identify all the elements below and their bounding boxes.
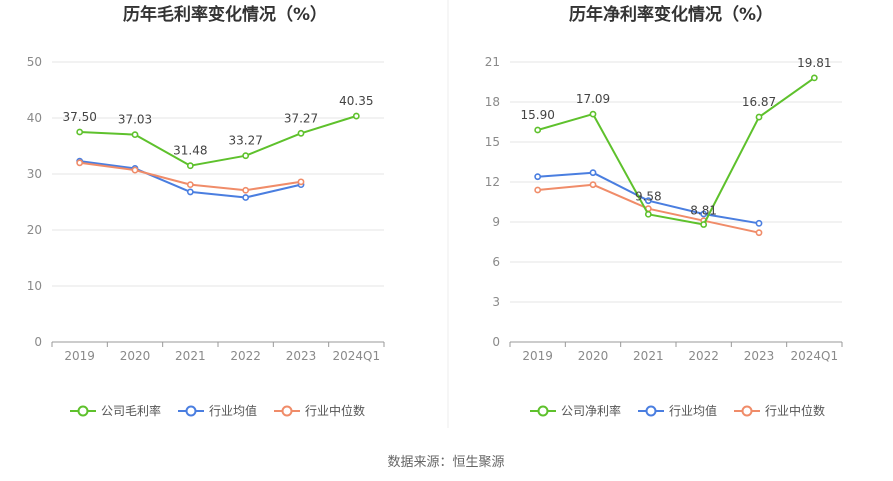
data-point (76, 159, 84, 167)
x-tick-label: 2020 (120, 349, 151, 363)
x-tick-label: 2023 (286, 349, 317, 363)
x-tick-label: 2021 (633, 349, 664, 363)
x-tick-label: 2024Q1 (791, 349, 839, 363)
data-point (644, 197, 652, 205)
legend-marker (537, 405, 549, 417)
x-tick-label: 2019 (522, 349, 553, 363)
legend-marker (741, 405, 753, 417)
y-tick-label: 0 (492, 335, 500, 349)
x-tick-label: 2022 (688, 349, 719, 363)
data-label: 17.09 (576, 92, 610, 106)
data-point (352, 112, 360, 120)
y-tick-label: 40 (27, 111, 42, 125)
y-tick-label: 9 (492, 215, 500, 229)
chart-1: 历年毛利率变化情况（%） 0 10 20 30 40 50 2019 2020 2021 2022 2… (27, 4, 385, 418)
y-tick-label: 6 (492, 255, 500, 269)
data-point (242, 152, 250, 160)
x-tick-label: 2021 (175, 349, 206, 363)
data-label: 15.90 (520, 108, 554, 122)
data-point (242, 186, 250, 194)
legend-item-1: 公司毛利率 (70, 403, 161, 418)
y-tick-label: 21 (485, 55, 500, 69)
chart-title: 历年毛利率变化情况（%） (123, 4, 327, 25)
legend-marker (185, 405, 197, 417)
data-label: 33.27 (228, 134, 262, 148)
y-tick-label: 3 (492, 295, 500, 309)
legend-item-2: 行业均值 (178, 403, 257, 418)
data-point (534, 173, 542, 181)
data-point (297, 178, 305, 186)
legend-label: 公司净利率 (561, 403, 621, 418)
data-label: 31.48 (173, 144, 207, 158)
legend-marker (77, 405, 89, 417)
data-point (131, 131, 139, 139)
legend-label: 行业均值 (669, 403, 717, 418)
data-point (534, 186, 542, 194)
legend-item-2: 行业均值 (638, 403, 717, 418)
y-tick-label: 10 (27, 279, 42, 293)
legend-label: 行业中位数 (305, 403, 365, 418)
data-point (700, 221, 708, 228)
data-point (700, 210, 708, 218)
x-tick-label: 2023 (744, 349, 775, 363)
chart-title: 历年净利率变化情况（%） (569, 4, 773, 25)
data-label: 19.81 (797, 56, 831, 70)
legend-marker (645, 405, 657, 417)
data-point (186, 162, 194, 170)
data-point (297, 129, 305, 137)
data-point (589, 181, 597, 189)
y-tick-label: 30 (27, 167, 42, 181)
data-point (131, 166, 139, 174)
series-line-1 (537, 77, 815, 226)
legend-item-1: 公司净利率 (530, 403, 621, 418)
legend-item-3: 行业中位数 (734, 403, 825, 418)
legend-label: 公司毛利率 (101, 403, 161, 418)
data-point (534, 126, 542, 134)
data-point (242, 194, 250, 201)
data-point (755, 229, 763, 237)
legend-item-3: 行业中位数 (274, 403, 365, 418)
data-label: 37.50 (62, 110, 96, 124)
x-tick-label: 2020 (578, 349, 609, 363)
source-note: 数据来源：恒生聚源 (387, 455, 504, 470)
y-tick-label: 18 (485, 95, 500, 109)
y-tick-label: 50 (27, 55, 42, 69)
y-tick-label: 0 (34, 335, 42, 349)
data-label: 8.81 (690, 204, 717, 218)
y-tick-label: 12 (485, 175, 500, 189)
data-label: 37.03 (118, 113, 152, 127)
data-point (810, 74, 818, 82)
series-line-1 (79, 115, 357, 167)
data-point (186, 188, 194, 196)
y-tick-label: 15 (485, 135, 500, 149)
data-point (755, 219, 763, 227)
chart-2: 历年净利率变化情况（%） 0 3 6 9 12 15 18 21 2019 2020 2021 2022… (485, 4, 843, 418)
data-point (589, 169, 597, 177)
data-label: 9.58 (635, 189, 662, 203)
data-point (589, 110, 597, 118)
data-point (644, 210, 652, 218)
data-label: 16.87 (742, 95, 776, 109)
legend-marker (281, 405, 293, 417)
data-point (755, 113, 763, 121)
data-label: 40.35 (339, 94, 373, 108)
data-point (76, 128, 84, 136)
legend-label: 行业均值 (209, 403, 257, 418)
x-tick-label: 2024Q1 (333, 349, 381, 363)
x-tick-label: 2019 (64, 349, 95, 363)
legend-label: 行业中位数 (765, 403, 825, 418)
y-tick-label: 20 (27, 223, 42, 237)
data-point (186, 181, 194, 189)
x-tick-label: 2022 (230, 349, 261, 363)
data-label: 37.27 (284, 111, 318, 125)
